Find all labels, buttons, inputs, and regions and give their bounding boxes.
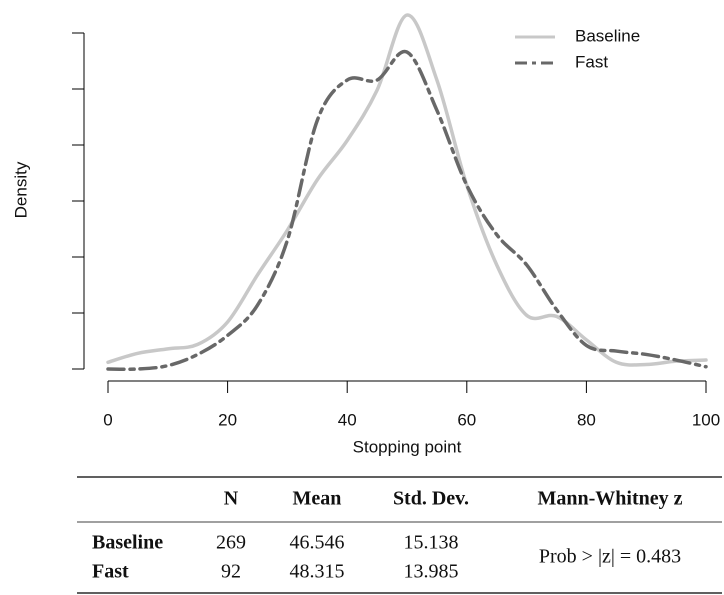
x-tick-label: 0 (103, 410, 112, 429)
table-cell: 269 (216, 532, 246, 554)
x-tick-label: 20 (218, 410, 237, 429)
legend-label: Baseline (575, 26, 640, 45)
table-cell: 15.138 (404, 532, 459, 554)
density-line (106, 13, 708, 367)
table-header: N (224, 488, 239, 510)
x-tick-label: 40 (338, 410, 357, 429)
density-line (106, 49, 708, 371)
table-cell: 48.315 (290, 561, 345, 583)
x-axis-label: Stopping point (353, 437, 462, 456)
table-header: Mann-Whitney z (538, 488, 683, 510)
x-tick-label: 60 (457, 410, 476, 429)
legend-label: Fast (575, 52, 608, 71)
table-header: Mean (293, 488, 342, 510)
table-header: Std. Dev. (393, 488, 469, 510)
table-cell: 13.985 (404, 561, 459, 583)
table-cell: 46.546 (290, 532, 345, 554)
row-label: Fast (92, 561, 129, 583)
test-result: Prob > |z| = 0.483 (539, 546, 681, 568)
row-label: Baseline (92, 532, 163, 554)
x-tick-label: 80 (577, 410, 596, 429)
table-cell: 92 (221, 561, 241, 583)
x-tick-label: 100 (692, 410, 720, 429)
y-axis-label: Density (11, 161, 30, 218)
